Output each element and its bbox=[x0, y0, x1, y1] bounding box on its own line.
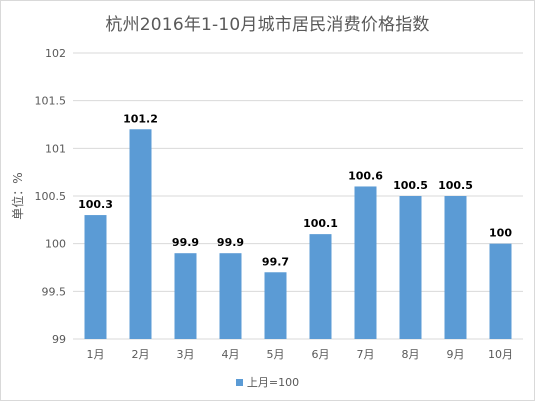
data-label: 99.9 bbox=[217, 236, 244, 249]
chart-title: 杭州2016年1-10月城市居民消费价格指数 bbox=[105, 15, 430, 35]
x-tick-label: 8月 bbox=[402, 348, 420, 361]
legend: 上月=100 bbox=[1, 374, 534, 390]
bar bbox=[489, 243, 512, 339]
y-tick-label: 99 bbox=[52, 333, 66, 346]
data-label: 100 bbox=[489, 227, 512, 240]
data-label: 100.5 bbox=[438, 179, 473, 192]
bar bbox=[354, 186, 377, 339]
y-axis-title: 单位：% bbox=[10, 172, 25, 219]
bar bbox=[129, 129, 152, 339]
data-label: 101.2 bbox=[123, 112, 158, 125]
y-tick-label: 101.5 bbox=[35, 95, 67, 108]
data-label: 100.1 bbox=[303, 217, 338, 230]
bar bbox=[309, 234, 332, 339]
legend-swatch bbox=[235, 378, 243, 386]
data-label: 100.3 bbox=[78, 198, 113, 211]
data-label: 100.5 bbox=[393, 179, 428, 192]
data-label: 99.9 bbox=[172, 236, 199, 249]
x-tick-label: 3月 bbox=[177, 348, 195, 361]
y-tick-label: 101 bbox=[45, 142, 66, 155]
bar bbox=[399, 196, 422, 339]
y-tick-label: 100.5 bbox=[35, 190, 67, 203]
y-tick-label: 99.5 bbox=[42, 285, 67, 298]
x-tick-label: 9月 bbox=[447, 348, 465, 361]
bar bbox=[84, 215, 107, 339]
x-tick-label: 1月 bbox=[87, 348, 105, 361]
data-label: 100.6 bbox=[348, 169, 383, 182]
bar bbox=[264, 272, 287, 339]
data-label: 99.7 bbox=[262, 255, 289, 268]
x-tick-label: 2月 bbox=[132, 348, 150, 361]
x-tick-label: 10月 bbox=[488, 348, 513, 361]
y-tick-label: 102 bbox=[45, 47, 66, 60]
bar bbox=[219, 253, 242, 339]
x-tick-label: 7月 bbox=[357, 348, 375, 361]
legend-label: 上月=100 bbox=[246, 376, 300, 389]
bar bbox=[174, 253, 197, 339]
y-tick-label: 100 bbox=[45, 238, 66, 251]
x-tick-label: 6月 bbox=[312, 348, 330, 361]
bar bbox=[444, 196, 467, 339]
x-tick-label: 4月 bbox=[222, 348, 240, 361]
x-tick-label: 5月 bbox=[267, 348, 285, 361]
